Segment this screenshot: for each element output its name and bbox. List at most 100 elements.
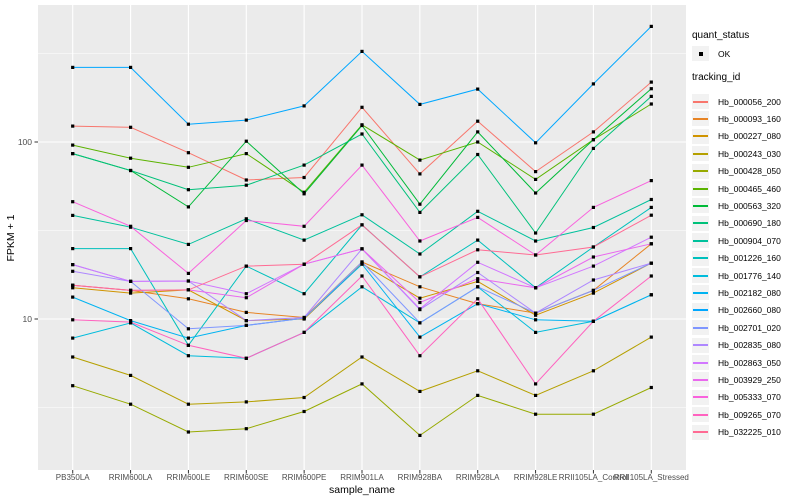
data-point-Hb_002863_050 [244,292,248,296]
legend-key-box [692,337,709,353]
data-point-Hb_000690_180 [244,183,248,187]
data-point-Hb_000563_320 [649,87,653,91]
data-point-Hb_001776_140 [534,330,538,334]
data-point-Hb_002835_080 [534,311,538,315]
data-point-Hb_000243_030 [649,335,653,339]
legend-title-quant-status: quant_status [692,30,750,41]
data-point-Hb_001776_140 [186,354,190,358]
x-tick-label: RRIM600PE [281,473,327,482]
x-tick-label: RRIM600LA [108,473,153,482]
data-point-Hb_002701_020 [418,321,422,325]
data-point-Hb_032225_010 [476,248,480,252]
data-point-Hb_002835_080 [591,278,595,282]
data-point-Hb_003929_250 [476,277,480,281]
legend-key-box [692,146,709,162]
data-point-Hb_009265_070 [129,320,133,324]
data-point-Hb_000056_200 [186,151,190,155]
legend-item-Hb_000465_460: Hb_000465_460 [692,181,800,196]
legend-item-Hb_002701_020: Hb_002701_020 [692,320,800,336]
legend-key-line-icon [693,239,708,242]
legend-key-line-icon [693,100,708,103]
data-point-Hb_000243_030 [71,355,75,359]
legend-item-label: Hb_032225_010 [718,427,781,438]
data-point-Hb_002660_080 [244,118,248,122]
data-point-Hb_000243_030 [476,369,480,373]
x-tick-label: PB350LA [55,473,90,482]
data-point-Hb_000243_030 [244,400,248,404]
data-point-Hb_009265_070 [591,319,595,323]
data-point-Hb_000904_070 [418,252,422,256]
legend-item-label: Hb_002863_050 [718,357,781,368]
data-point-Hb_002863_050 [71,263,75,267]
data-point-Hb_002863_050 [649,235,653,239]
legend-item-Hb_000227_080: Hb_000227_080 [692,128,800,144]
data-point-Hb_002660_080 [591,82,595,86]
data-point-Hb_000563_320 [591,138,595,142]
data-point-Hb_002863_050 [591,264,595,268]
x-tick-label: RRII105LA_Stressed [613,473,689,482]
data-point-Hb_002182_080 [534,318,538,322]
legend-item-Hb_000904_070: Hb_000904_070 [692,233,800,249]
data-point-Hb_001776_140 [71,336,75,340]
legend-key-line-icon [693,291,708,294]
data-point-Hb_032225_010 [129,288,133,292]
data-point-Hb_002660_080 [534,141,538,145]
data-point-Hb_000690_180 [360,132,364,136]
legend-key-box [692,198,709,214]
data-point-Hb_000465_460 [418,158,422,162]
legend-item-Hb_001776_140: Hb_001776_140 [692,268,800,283]
data-point-Hb_032225_010 [244,264,248,268]
data-point-Hb_009265_070 [360,274,364,278]
data-point-Hb_000428_050 [360,382,364,386]
data-point-Hb_000904_070 [591,225,595,230]
legend-item-label: Hb_000428_050 [718,166,781,177]
legend-item-Hb_032225_010: Hb_032225_010 [692,424,800,440]
data-point-Hb_000428_050 [476,393,480,397]
legend-item-label: Hb_000690_180 [718,218,781,229]
data-point-Hb_002660_080 [129,65,133,69]
data-point-Hb_000690_180 [186,188,190,192]
data-point-Hb_001226_160 [649,205,653,209]
data-point-Hb_001226_160 [476,238,480,242]
y-tick-label: 10 [22,314,32,324]
data-point-Hb_000690_180 [476,152,480,157]
data-point-Hb_000243_030 [591,369,595,373]
data-point-Hb_002660_080 [302,104,306,108]
legend-item-Hb_000563_320: Hb_000563_320 [692,198,800,214]
data-point-Hb_000056_200 [418,172,422,176]
legend-key-line-icon [693,204,708,207]
legend-key-box [692,389,709,405]
legend-key-line-icon [693,187,708,190]
data-point-Hb_005333_070 [244,218,248,223]
data-point-Hb_002835_080 [649,261,653,265]
legend-item-label: Hb_005333_070 [718,392,781,403]
legend-item-label: Hb_000056_200 [718,96,781,107]
data-point-Hb_000465_460 [129,156,133,160]
data-point-Hb_000056_200 [476,119,480,123]
data-point-Hb_009265_070 [418,354,422,358]
data-point-Hb_005333_070 [591,205,595,209]
x-axis-title: sample_name [329,484,395,496]
data-point-Hb_002835_080 [71,269,75,273]
legend-item-Hb_003929_250: Hb_003929_250 [692,372,800,388]
legend-item-quant-ok: OK [692,46,792,61]
legend-item-label: Hb_002660_080 [718,305,781,316]
legend-item-Hb_000056_200: Hb_000056_200 [692,94,800,109]
legend-key-box [692,320,709,336]
data-point-Hb_002835_080 [476,270,480,275]
data-point-Hb_000690_180 [71,152,75,156]
data-point-Hb_000227_080 [591,291,595,295]
legend-key-box [692,233,709,249]
data-point-Hb_000056_200 [591,130,595,134]
legend-item-Hb_000243_030: Hb_000243_030 [692,146,800,162]
data-point-Hb_000465_460 [186,165,190,169]
data-point-Hb_002660_080 [360,49,364,53]
data-point-Hb_002863_050 [129,279,133,283]
x-tick-label: RRIM928LE [513,473,558,482]
legend-key-box [692,163,709,179]
data-point-Hb_005333_070 [129,224,133,228]
legend-key-line-icon [693,431,708,434]
y-tick-label: 100 [17,137,32,147]
legend-key-box [692,285,709,301]
